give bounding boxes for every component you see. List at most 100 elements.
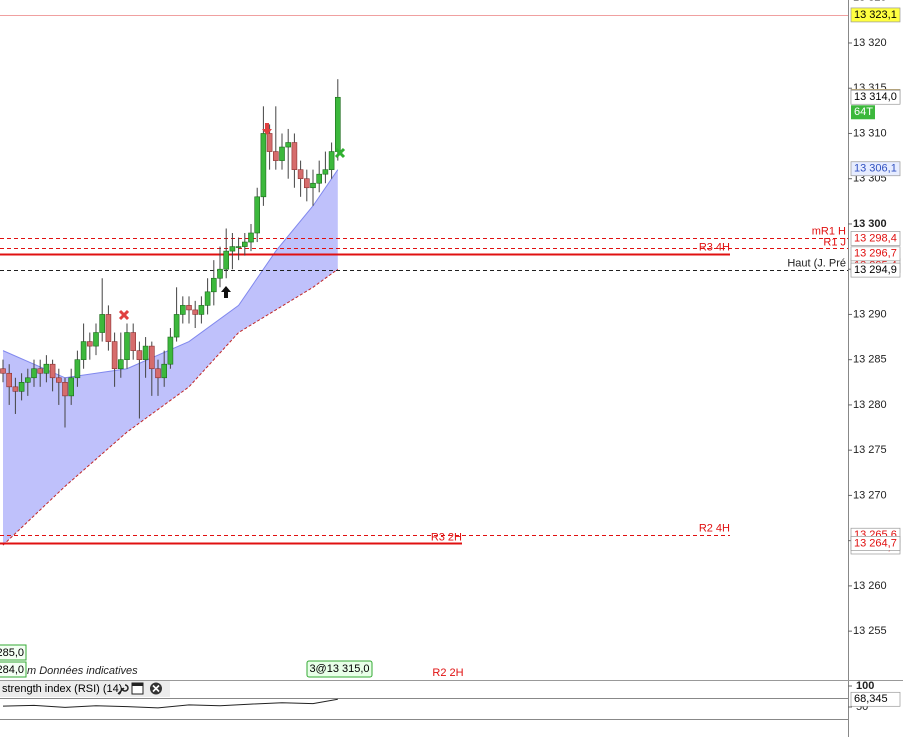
candle-body <box>155 368 161 379</box>
price-label-box <box>850 7 901 23</box>
price-label: 13 296,7 <box>854 248 897 260</box>
candle-body <box>272 151 279 161</box>
candle-body <box>266 133 273 152</box>
candle-body <box>235 246 242 248</box>
candle-body <box>93 332 99 347</box>
wrench-icon[interactable] <box>117 684 129 695</box>
candle-body <box>328 151 335 170</box>
y-tick-label: 13 290 <box>853 308 887 320</box>
candle-body <box>254 196 260 234</box>
candle-body <box>87 341 93 347</box>
candle-body <box>18 382 25 392</box>
price-label-box <box>850 262 901 278</box>
price-label-box <box>850 536 901 551</box>
candle-body <box>242 241 248 247</box>
level-label: R3 4H <box>699 241 730 253</box>
candle-body <box>167 336 174 365</box>
candle-body <box>285 142 292 148</box>
price-box <box>0 644 27 661</box>
candle-body <box>68 377 74 397</box>
y-tick-label: 13 300 <box>853 218 887 230</box>
candle-body <box>0 368 6 374</box>
buy-signal-marker <box>334 147 346 159</box>
rsi-last-label: 68,345 <box>854 693 888 705</box>
candle-body <box>6 372 12 388</box>
candle-body <box>192 309 198 315</box>
y-tick-label: 13 270 <box>853 489 887 501</box>
candle-body <box>316 173 323 184</box>
y-tick-label: 13 325 <box>853 0 887 4</box>
candle-body <box>130 332 136 351</box>
candle-body <box>31 368 37 379</box>
price-label: 13 323,1 <box>854 9 897 21</box>
candle-body <box>173 314 180 338</box>
candle-body <box>260 133 267 198</box>
level-label: R2 4H <box>699 522 730 534</box>
candle-body <box>142 345 149 360</box>
candle-body <box>12 386 19 392</box>
tick-count-box <box>851 105 875 120</box>
candle-body <box>180 305 186 315</box>
candle-body <box>248 232 254 243</box>
candle-body <box>217 268 223 279</box>
candle-body <box>43 363 50 374</box>
candle-body <box>186 305 192 311</box>
candle-body <box>303 178 310 189</box>
candle-body <box>74 359 81 379</box>
y-tick-label: 13 320 <box>853 37 887 49</box>
candle-body <box>80 341 87 360</box>
candle-body <box>62 382 68 397</box>
level-label: R1 J <box>823 236 846 248</box>
candle-body <box>334 96 341 152</box>
y-tick-label: 13 275 <box>853 444 887 456</box>
price-label-box <box>850 89 901 105</box>
price-label: 13 294,9 <box>854 264 897 276</box>
candle-body <box>310 182 316 189</box>
rsi-last-box <box>850 691 901 707</box>
y-tick-label: 13 255 <box>853 625 887 637</box>
candle-body <box>291 142 298 170</box>
band-lower <box>2 268 339 546</box>
down-arrow-marker <box>262 123 272 135</box>
candle-body <box>99 314 105 333</box>
level-label: mR1 H <box>812 225 846 237</box>
candle-body <box>279 146 285 161</box>
order-box[interactable] <box>306 660 373 678</box>
rsi-title: strength index (RSI) (14) <box>2 683 122 695</box>
tick-count-label: 64T <box>854 106 873 118</box>
price-box-label: 284,0 <box>0 664 24 676</box>
candle-body <box>297 169 304 180</box>
candle-body <box>49 363 56 379</box>
window-icon-bar <box>132 683 143 686</box>
price-box-label: 285,0 <box>0 647 24 659</box>
candle-body <box>198 305 205 315</box>
up-arrow-marker <box>221 286 231 298</box>
candle-body <box>136 350 143 360</box>
rsi-tools[interactable] <box>117 682 162 695</box>
y-tick-label: 13 310 <box>853 127 887 139</box>
y-tick-label: 13 280 <box>853 399 887 411</box>
price-label: 13 314,0 <box>854 91 897 103</box>
price-label-box <box>850 161 901 177</box>
y-tick-label: 13 260 <box>853 580 887 592</box>
candle-body <box>105 314 112 342</box>
candle-body <box>161 363 167 379</box>
price-box <box>0 661 27 678</box>
candle-body <box>118 359 124 370</box>
candle-body <box>124 332 130 360</box>
price-label-box <box>850 246 901 262</box>
price-label: 13 306,1 <box>854 163 897 175</box>
note: m Données indicatives <box>27 665 138 677</box>
price-pane: mR1 HR1 J R3 4H Haut (J. Pré R2 4H R3 2H <box>0 15 848 546</box>
rsi-line <box>2 698 338 709</box>
sell-signal-marker <box>118 309 130 321</box>
candle-body <box>55 377 62 383</box>
candle-body <box>211 277 217 293</box>
close-icon-x <box>152 684 160 693</box>
level-label: R2 2H <box>432 667 463 679</box>
level-label: Haut (J. Pré <box>787 257 846 269</box>
candle-body <box>111 341 118 370</box>
order-label: 3@13 315,0 <box>309 663 369 675</box>
candle-body <box>223 250 229 270</box>
